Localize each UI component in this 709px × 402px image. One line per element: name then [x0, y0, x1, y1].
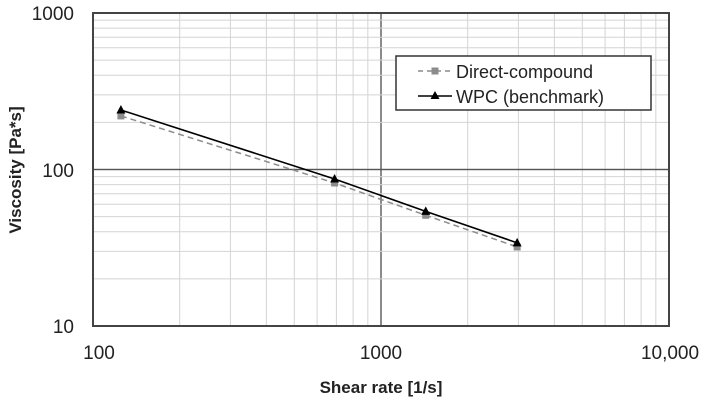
legend-item-direct-compound: Direct-compound: [418, 62, 593, 82]
triangle-marker-icon: [421, 206, 431, 215]
triangle-marker-icon: [512, 237, 522, 247]
series-wpc-benchmark: [116, 104, 522, 247]
y-tick-label: 100: [42, 161, 74, 182]
y-tick-label: 1000: [32, 4, 74, 25]
square-marker-icon: [117, 112, 125, 120]
square-marker-icon: [331, 179, 339, 187]
legend-item-wpc-benchmark: WPC (benchmark): [418, 87, 604, 107]
square-marker-icon: [431, 67, 439, 75]
series-line: [120, 115, 518, 248]
x-tick-label: 100: [83, 343, 115, 364]
plot-frame: [92, 12, 670, 327]
series-line: [120, 109, 518, 244]
triangle-marker-icon: [330, 173, 340, 183]
x-axis-title: Shear rate [1/s]: [320, 378, 443, 397]
legend-label: Direct-compound: [456, 62, 593, 82]
x-tick-label: 10,000: [641, 343, 699, 364]
square-marker-icon: [513, 243, 521, 251]
triangle-marker-icon: [116, 104, 126, 114]
y-axis-title: Viscosity [Pa*s]: [6, 106, 25, 233]
legend-label: WPC (benchmark): [456, 87, 604, 107]
y-tick-label: 10: [53, 317, 74, 338]
triangle-marker-icon: [430, 91, 440, 99]
legend: Direct-compound WPC (benchmark): [395, 55, 652, 111]
y-axis-ticks: 1000 100 10: [32, 4, 74, 338]
square-marker-icon: [422, 211, 430, 219]
x-tick-label: 1000: [360, 343, 402, 364]
x-axis-ticks: 100 1000 10,000: [83, 343, 699, 364]
legend-box: [395, 55, 652, 111]
series-layer: [116, 104, 522, 251]
series-direct-compound: [117, 112, 521, 251]
